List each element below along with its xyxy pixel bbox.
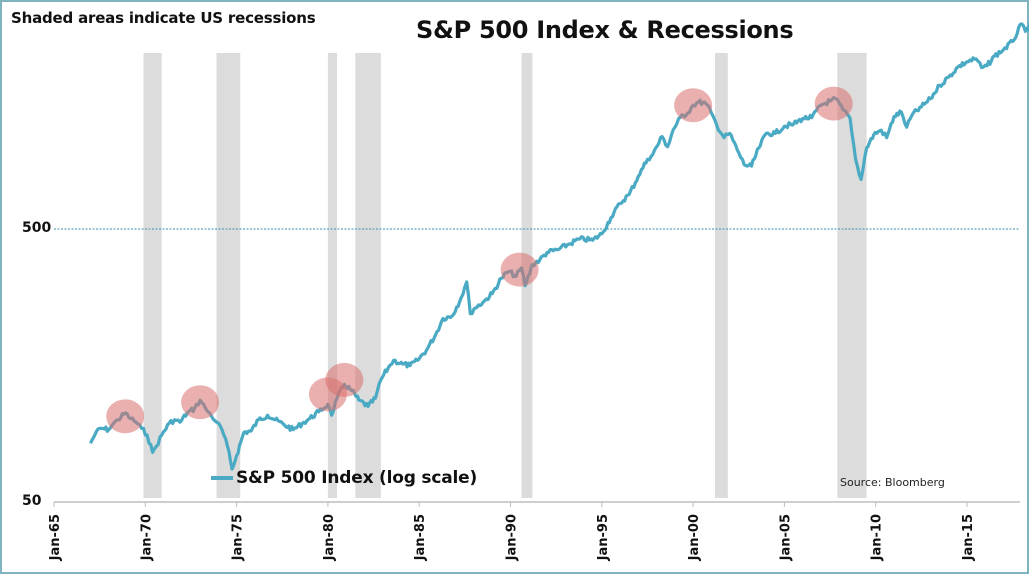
- x-tick-label-0: Jan-65: [48, 514, 63, 561]
- recession-band-5: [715, 53, 728, 498]
- peak-highlight-0: [106, 399, 145, 434]
- x-tick-label-6: Jan-95: [596, 514, 611, 561]
- recession-band-2: [327, 53, 338, 498]
- y-tick-label-500: 500: [22, 220, 52, 236]
- peak-highlight-3: [325, 362, 364, 397]
- x-tick-label-8: Jan-05: [778, 514, 793, 561]
- x-tick-label-2: Jan-75: [231, 514, 246, 561]
- x-tick-label-3: Jan-80: [322, 514, 337, 561]
- peak-highlight-5: [674, 88, 713, 123]
- x-tick-label-9: Jan-10: [870, 514, 885, 561]
- recession-band-3: [355, 53, 381, 498]
- y-tick-label-50: 50: [22, 493, 42, 509]
- source-note: Source: Bloomberg: [840, 476, 945, 489]
- chart-title: S&P 500 Index & Recessions: [416, 16, 794, 44]
- x-tick-label-5: Jan-90: [505, 514, 520, 561]
- recession-band-6: [837, 53, 867, 498]
- legend: S&P 500 Index (log scale): [211, 468, 477, 488]
- legend-label: S&P 500 Index (log scale): [236, 468, 478, 488]
- x-tick-label-4: Jan-85: [413, 514, 428, 561]
- x-tick-label-7: Jan-00: [687, 514, 702, 561]
- x-tick-label-10: Jan-15: [961, 514, 976, 561]
- peak-highlight-6: [814, 86, 853, 121]
- peak-highlight-1: [181, 385, 220, 420]
- peak-highlights: [106, 86, 853, 434]
- chart-subtitle: Shaded areas indicate US recessions: [11, 9, 316, 27]
- x-axis-ticks: Jan-65 Jan-70 Jan-75 Jan-80 Jan-85 Jan-90 Jan-…: [48, 502, 976, 561]
- recession-band-0: [143, 53, 162, 498]
- peak-highlight-4: [500, 252, 539, 287]
- series-line-sp500: [89, 21, 1029, 471]
- legend-swatch: [211, 476, 233, 480]
- x-tick-label-1: Jan-70: [139, 514, 154, 561]
- recession-band-1: [216, 53, 241, 498]
